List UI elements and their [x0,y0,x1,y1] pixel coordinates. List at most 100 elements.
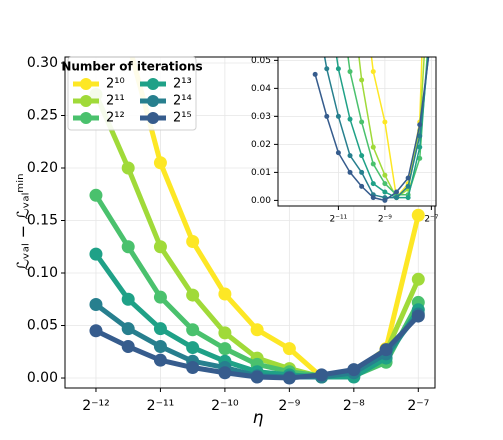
data-point [359,153,365,159]
data-point [359,119,365,125]
data-point [153,290,167,304]
data-point [370,69,376,75]
data-point [153,353,167,367]
data-point [121,161,135,175]
legend-marker [147,112,159,124]
data-point [405,183,411,189]
data-point [359,183,365,189]
data-point [324,113,330,119]
x-tick-label: 2⁻⁷ [407,398,429,414]
x-tick-label: 2⁻⁷ [424,215,438,225]
legend-label: 2¹⁵ [173,111,192,126]
data-point [186,323,200,337]
data-point [411,208,425,222]
data-point [324,66,330,72]
data-point [417,122,423,128]
data-point [359,169,365,175]
legend-marker [80,78,92,90]
x-tick-label: 2⁻¹¹ [330,215,348,225]
data-point [335,150,341,156]
y-tick-label: 0.00 [251,196,271,206]
data-point [382,172,388,178]
data-point [382,119,388,125]
data-point [370,161,376,167]
axes-frame [277,56,437,207]
data-point [186,361,200,375]
data-point [313,2,318,7]
data-point [186,341,200,355]
x-tick-label: 2⁻⁹ [278,398,300,414]
data-point [250,323,264,337]
data-point [282,342,296,356]
data-point [218,342,232,356]
data-point [347,69,353,75]
x-tick-label: 2⁻¹⁰ [211,398,239,414]
y-tick-label: 0.20 [27,160,58,176]
data-point [121,322,135,336]
data-point [405,175,411,181]
y-tick-label: 0.25 [27,107,58,123]
y-tick-label: 0.04 [251,84,271,94]
data-point [218,287,232,301]
data-point [359,77,365,83]
data-point [218,366,232,380]
data-point [121,240,135,254]
y-tick-label: 0.01 [251,168,271,178]
legend-box [67,56,197,131]
x-tick-label: 2⁻¹¹ [147,398,175,414]
y-tick-label: 0.15 [27,213,58,229]
y-tick-label: 0.03 [251,112,271,122]
data-point [347,169,353,175]
y-tick-label: 0.02 [251,140,271,150]
x-tick-label: 2⁻⁸ [343,398,365,414]
data-point [429,16,434,21]
legend-label: 2¹³ [173,77,192,92]
y-tick-label: 0.30 [27,55,58,71]
legend-label: 2¹² [106,111,125,126]
data-point [370,195,376,201]
plot-marks [89,35,425,385]
data-point [394,189,400,195]
data-point [89,324,103,338]
data-point [347,116,353,122]
data-point [89,188,103,202]
legend-marker [147,78,159,90]
data-point [405,195,411,201]
legend-title: Number of iterations [61,60,202,74]
data-point [347,363,361,377]
legend-marker [147,95,159,107]
data-point [186,288,200,302]
data-point [347,153,353,159]
data-point [382,197,388,203]
legend-marker [80,95,92,107]
data-point [370,144,376,150]
data-point [394,195,400,201]
data-point [382,181,388,187]
legend-label: 2¹¹ [106,94,125,109]
data-point [429,27,434,32]
data-point [379,343,393,357]
data-point [335,113,341,119]
plot-marks [312,2,434,203]
legend-marker [80,112,92,124]
data-point [411,309,425,323]
data-point [315,368,329,382]
y-tick-label: 0.10 [27,265,58,281]
x-axis-label: η [253,408,264,428]
data-point [382,189,388,195]
y-tick-label: 0.00 [27,370,58,386]
data-point [312,71,318,77]
axes-frame [64,56,436,389]
legend-label: 2¹⁰ [106,77,125,92]
data-point [122,35,135,48]
data-point [417,133,423,139]
x-tick-label: 2⁻⁹ [378,215,392,225]
data-point [282,371,296,385]
y-axis-label: ℒᵥₐₗ − ℒᵥₐₗᵐⁱⁿ [14,173,33,270]
data-point [121,340,135,354]
data-point [153,156,167,170]
data-point [186,235,200,249]
data-point [417,155,423,161]
x-tick-label: 2⁻¹² [82,398,110,414]
